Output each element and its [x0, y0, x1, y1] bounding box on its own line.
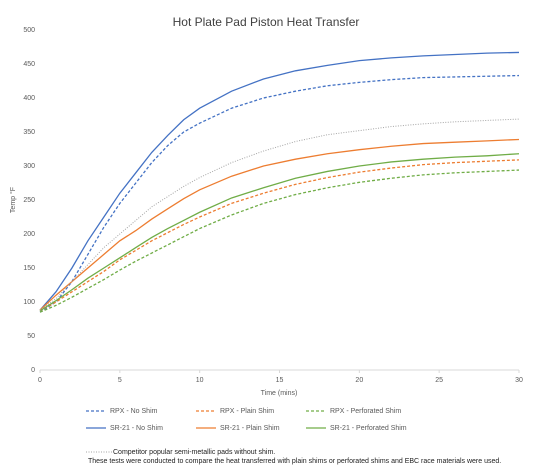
y-axis-label: Temp °F	[9, 187, 17, 213]
series-line	[39, 159, 520, 312]
x-tick-label: 10	[196, 377, 204, 384]
x-tick-label: 0	[38, 377, 42, 384]
y-tick-label: 350	[23, 129, 35, 136]
footnote: These tests were conducted to compare th…	[88, 458, 501, 465]
y-tick-label: 150	[23, 265, 35, 272]
series-line	[39, 169, 520, 313]
x-tick-label: 30	[515, 377, 523, 384]
y-tick-label: 500	[23, 27, 35, 34]
x-tick-label: 20	[355, 377, 363, 384]
y-tick-label: 400	[23, 95, 35, 102]
y-tick-label: 450	[23, 61, 35, 68]
legend-label: RPX - Plain Shim	[220, 408, 274, 415]
legend-label: SR-21 - Plain Shim	[220, 425, 280, 432]
y-tick-label: 200	[23, 231, 35, 238]
y-tick-label: 50	[27, 333, 35, 340]
series-line	[39, 74, 520, 313]
series-line	[39, 138, 520, 311]
y-tick-label: 0	[31, 367, 35, 374]
legend-label: SR-21 - Perforated Shim	[330, 425, 407, 432]
series-line	[39, 153, 520, 312]
legend-label: RPX - Perforated Shim	[330, 408, 401, 415]
x-tick-label: 15	[276, 377, 284, 384]
series-line	[39, 51, 520, 311]
y-tick-label: 250	[23, 197, 35, 204]
x-tick-label: 5	[118, 377, 122, 384]
y-tick-label: 100	[23, 299, 35, 306]
legend-label: RPX - No Shim	[110, 408, 158, 415]
chart-title: Hot Plate Pad Piston Heat Transfer	[173, 15, 360, 29]
legend-label: SR-21 - No Shim	[110, 425, 163, 432]
footnote: Competitor popular semi-metallic pads wi…	[113, 449, 275, 456]
y-tick-label: 300	[23, 163, 35, 170]
x-tick-label: 25	[435, 377, 443, 384]
x-axis-label: Time (mins)	[261, 390, 298, 397]
